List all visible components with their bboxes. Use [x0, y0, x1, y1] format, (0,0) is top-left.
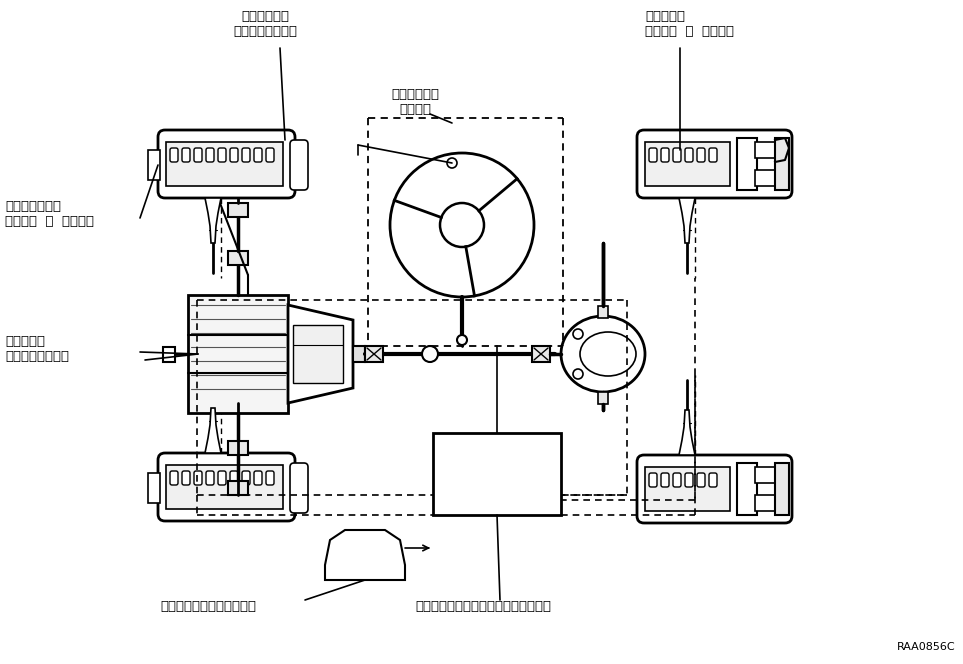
Bar: [755, 495, 777, 511]
Text: コンビネーションメーター: コンビネーションメーター: [160, 600, 256, 613]
Bar: [188, 295, 288, 413]
FancyBboxPatch shape: [206, 148, 214, 162]
Bar: [755, 170, 777, 186]
Text: RAA0856C: RAA0856C: [897, 642, 955, 652]
FancyBboxPatch shape: [158, 130, 295, 198]
Text: フロント車輪速
センサー  ＆  ローター: フロント車輪速 センサー ＆ ローター: [5, 200, 94, 228]
Bar: [737, 138, 757, 190]
Bar: [166, 465, 283, 509]
Bar: [228, 251, 248, 265]
FancyBboxPatch shape: [158, 453, 295, 521]
Bar: [148, 150, 160, 180]
Bar: [166, 142, 283, 186]
Polygon shape: [288, 305, 353, 403]
FancyBboxPatch shape: [182, 148, 190, 162]
FancyBboxPatch shape: [242, 148, 250, 162]
FancyBboxPatch shape: [673, 148, 681, 162]
Bar: [598, 306, 608, 318]
FancyBboxPatch shape: [230, 148, 238, 162]
Bar: [532, 346, 550, 362]
Bar: [228, 203, 248, 217]
Text: リヤ車輪速
センサー  ＆  ローター: リヤ車輪速 センサー ＆ ローター: [645, 10, 734, 38]
Polygon shape: [679, 410, 695, 455]
Text: スキッドコントロールコンピューター: スキッドコントロールコンピューター: [415, 600, 551, 613]
Circle shape: [447, 158, 457, 168]
FancyBboxPatch shape: [637, 455, 792, 523]
FancyBboxPatch shape: [254, 471, 262, 485]
Circle shape: [457, 335, 467, 345]
Text: ステアリング
センサー: ステアリング センサー: [391, 88, 439, 116]
Bar: [353, 346, 365, 362]
Bar: [228, 441, 248, 455]
Bar: [775, 138, 789, 190]
Polygon shape: [205, 408, 221, 453]
Bar: [737, 463, 757, 515]
Bar: [433, 433, 561, 515]
FancyBboxPatch shape: [685, 148, 693, 162]
Bar: [293, 325, 343, 383]
Text: スロットル
ポジションセンサ: スロットル ポジションセンサ: [5, 335, 69, 363]
Circle shape: [573, 329, 583, 339]
FancyBboxPatch shape: [254, 148, 262, 162]
Circle shape: [440, 203, 484, 247]
FancyBboxPatch shape: [661, 148, 669, 162]
Bar: [228, 481, 248, 495]
FancyBboxPatch shape: [637, 130, 792, 198]
FancyBboxPatch shape: [290, 140, 308, 190]
Bar: [755, 142, 777, 158]
Bar: [598, 392, 608, 404]
Bar: [645, 142, 730, 186]
FancyBboxPatch shape: [206, 471, 214, 485]
FancyBboxPatch shape: [194, 471, 202, 485]
Text: ニュートラル
スタートスイッチ: ニュートラル スタートスイッチ: [233, 10, 297, 38]
FancyBboxPatch shape: [182, 471, 190, 485]
Bar: [365, 346, 383, 362]
Polygon shape: [205, 198, 221, 243]
FancyBboxPatch shape: [709, 148, 717, 162]
Bar: [645, 467, 730, 511]
FancyBboxPatch shape: [685, 473, 693, 487]
FancyBboxPatch shape: [194, 148, 202, 162]
FancyBboxPatch shape: [649, 148, 657, 162]
FancyBboxPatch shape: [697, 473, 705, 487]
Circle shape: [422, 346, 438, 362]
FancyBboxPatch shape: [170, 471, 178, 485]
FancyBboxPatch shape: [230, 471, 238, 485]
FancyBboxPatch shape: [697, 148, 705, 162]
FancyBboxPatch shape: [649, 473, 657, 487]
FancyBboxPatch shape: [673, 473, 681, 487]
Ellipse shape: [561, 316, 645, 392]
FancyBboxPatch shape: [170, 148, 178, 162]
FancyBboxPatch shape: [266, 148, 274, 162]
FancyBboxPatch shape: [218, 471, 226, 485]
Circle shape: [573, 369, 583, 379]
Bar: [775, 463, 789, 515]
Ellipse shape: [580, 332, 636, 376]
FancyBboxPatch shape: [242, 471, 250, 485]
Polygon shape: [325, 530, 405, 580]
FancyBboxPatch shape: [661, 473, 669, 487]
FancyBboxPatch shape: [290, 463, 308, 513]
Bar: [755, 467, 777, 483]
Bar: [163, 347, 175, 362]
FancyBboxPatch shape: [218, 148, 226, 162]
Circle shape: [390, 153, 534, 297]
FancyBboxPatch shape: [266, 471, 274, 485]
Bar: [148, 473, 160, 503]
FancyBboxPatch shape: [709, 473, 717, 487]
Polygon shape: [679, 198, 695, 243]
